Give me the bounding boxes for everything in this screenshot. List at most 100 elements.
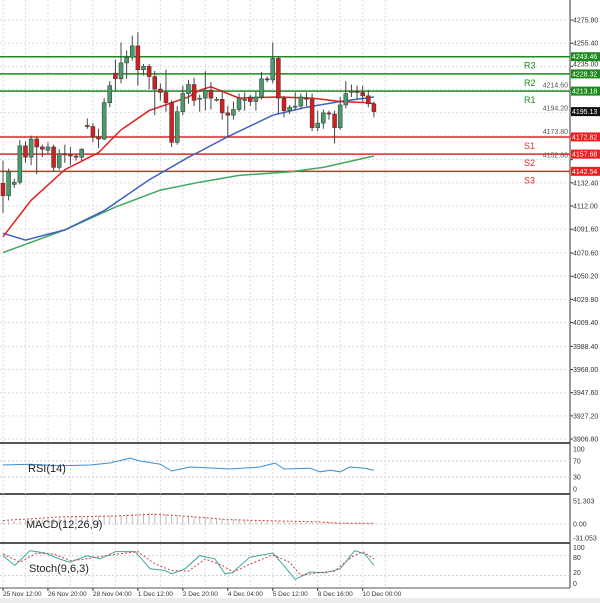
stoch-tick-label: 0 bbox=[573, 581, 577, 588]
pivot-price-label: 4228.32 bbox=[572, 71, 597, 78]
candle-down bbox=[85, 125, 90, 127]
candle-down bbox=[225, 112, 231, 116]
pivot-price-box bbox=[571, 69, 600, 79]
candle-down bbox=[68, 154, 73, 157]
candle-up bbox=[180, 93, 186, 113]
macd-signal-line bbox=[2, 513, 374, 524]
y-tick-label: 3927.20 bbox=[573, 413, 598, 420]
candle-up bbox=[321, 112, 326, 124]
stoch-tick-label: 80 bbox=[573, 555, 581, 562]
y-tick-label: 4112.00 bbox=[573, 204, 598, 211]
candle-up bbox=[315, 122, 320, 128]
rsi-line bbox=[2, 457, 375, 473]
candle-up bbox=[349, 91, 354, 93]
x-tick-label: 5 Dec 12:00 bbox=[273, 591, 308, 598]
candle-down bbox=[163, 92, 169, 103]
candle-up bbox=[141, 66, 146, 70]
candle-up bbox=[107, 85, 113, 103]
candle-up bbox=[236, 97, 242, 110]
stoch-tick-label: 100 bbox=[573, 545, 585, 552]
y-tick-label: 4029.80 bbox=[573, 297, 598, 304]
candle-up bbox=[203, 89, 208, 99]
candle-down bbox=[304, 97, 309, 100]
x-tick-label: 10 Dec 00:00 bbox=[363, 591, 402, 598]
candle-up bbox=[287, 106, 292, 111]
pivot-price-label: 4157.68 bbox=[572, 152, 597, 159]
pivot-label-r2: R2 bbox=[524, 78, 536, 88]
candle-down bbox=[354, 91, 360, 93]
stoch-signal-line bbox=[2, 551, 375, 576]
y-tick-label: 3968.00 bbox=[573, 367, 598, 374]
pivot-price-label: 4142.54 bbox=[572, 169, 597, 176]
candle-down bbox=[40, 146, 45, 150]
y-tick-label: 3947.60 bbox=[573, 390, 598, 397]
pivot-label-s3: S3 bbox=[524, 175, 535, 185]
candle-up bbox=[270, 58, 276, 81]
candle-up bbox=[56, 153, 62, 168]
rsi-tick-label: 100 bbox=[573, 447, 585, 454]
pivot-price-label: 4243.46 bbox=[572, 54, 597, 61]
candle-down bbox=[34, 138, 39, 148]
candle-down bbox=[158, 88, 163, 93]
candle-down bbox=[371, 103, 377, 112]
rsi-label: RSI(14) bbox=[28, 463, 66, 475]
y-tick-label: 3906.80 bbox=[573, 437, 598, 444]
candle-up bbox=[174, 111, 180, 143]
rsi-tick-label: 0 bbox=[573, 487, 577, 494]
candle-up bbox=[118, 62, 124, 80]
candle-down bbox=[219, 99, 225, 114]
y-tick-label: 4152.80 bbox=[543, 153, 568, 160]
pivot-label-r3: R3 bbox=[524, 61, 536, 71]
x-tick-label: 28 Nov 04:00 bbox=[93, 591, 132, 598]
pivot-price-box bbox=[571, 149, 600, 159]
y-tick-label: 4070.60 bbox=[573, 251, 598, 258]
candle-down bbox=[0, 183, 6, 197]
y-tick-label: 4009.40 bbox=[573, 320, 598, 327]
pivot-label-s2: S2 bbox=[524, 158, 535, 168]
x-tick-label: 4 Dec 04:00 bbox=[228, 591, 263, 598]
rsi-tick-label: 70 bbox=[573, 459, 581, 466]
candle-down bbox=[309, 99, 315, 128]
y-tick-label: 4050.20 bbox=[573, 274, 598, 281]
pivot-price-box bbox=[571, 86, 600, 96]
current-price-box bbox=[571, 107, 600, 117]
candle-up bbox=[186, 84, 191, 94]
stoch-label: Stoch(9,6,3) bbox=[29, 563, 89, 575]
candle-down bbox=[332, 113, 337, 128]
candle-up bbox=[130, 45, 135, 58]
pivot-label-r1: R1 bbox=[524, 95, 536, 105]
candle-up bbox=[214, 99, 219, 101]
candle-up bbox=[343, 93, 349, 106]
candle-up bbox=[197, 97, 202, 100]
pivot-label-s1: S1 bbox=[524, 141, 535, 151]
candle-up bbox=[79, 148, 84, 158]
x-tick-label: 2 Dec 20:00 bbox=[183, 591, 218, 598]
y-tick-label: 4214.60 bbox=[543, 82, 568, 89]
pivot-price-box bbox=[571, 132, 600, 142]
candle-up bbox=[292, 105, 298, 108]
current-price-label: 4195.13 bbox=[572, 109, 597, 116]
y-tick-label: 4255.40 bbox=[573, 41, 598, 48]
candle-down bbox=[191, 84, 197, 101]
candle-down bbox=[51, 146, 56, 168]
candle-down bbox=[135, 45, 141, 70]
pivot-price-label: 4213.18 bbox=[572, 89, 597, 96]
macd-tick-label: 0.00 bbox=[573, 522, 587, 529]
moving-average-fast bbox=[2, 86, 375, 238]
candle-up bbox=[28, 138, 34, 158]
macd-tick-label: -31.053 bbox=[573, 536, 597, 543]
candle-down bbox=[90, 126, 96, 137]
candle-up bbox=[298, 96, 304, 107]
candle-down bbox=[360, 92, 365, 97]
candle-down bbox=[281, 97, 287, 111]
y-tick-label: 4275.80 bbox=[573, 18, 598, 25]
candle-up bbox=[101, 102, 107, 140]
candle-down bbox=[73, 155, 79, 158]
candle-up bbox=[11, 181, 17, 185]
candle-up bbox=[253, 96, 259, 102]
stoch-tick-label: 20 bbox=[573, 570, 581, 577]
candle-down bbox=[23, 145, 28, 158]
y-tick-label: 4132.40 bbox=[573, 180, 598, 187]
candle-up bbox=[45, 146, 51, 151]
